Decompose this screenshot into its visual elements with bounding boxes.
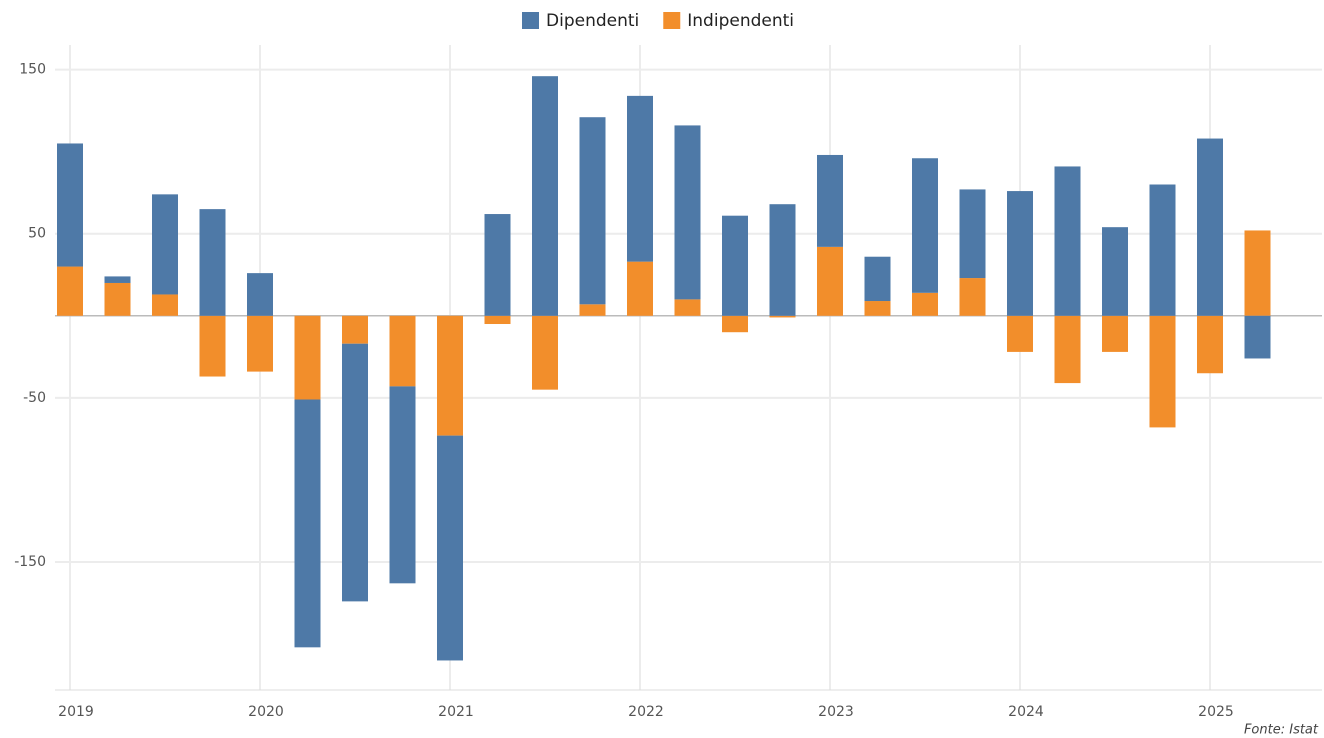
x-tick-label: 2020 bbox=[248, 704, 284, 720]
bar bbox=[389, 386, 416, 584]
bar bbox=[817, 246, 843, 316]
bar bbox=[912, 158, 938, 293]
bar bbox=[342, 315, 368, 344]
bar bbox=[152, 194, 178, 295]
bar bbox=[199, 315, 226, 377]
bar bbox=[627, 261, 653, 316]
bar bbox=[247, 315, 273, 372]
x-tick-label: 2019 bbox=[58, 704, 94, 720]
y-tick-label: 150 bbox=[19, 62, 46, 78]
x-tick-label: 2023 bbox=[818, 704, 854, 720]
bar bbox=[57, 266, 83, 316]
bar bbox=[484, 214, 511, 316]
bar bbox=[389, 315, 416, 387]
bar bbox=[152, 294, 178, 316]
bar bbox=[1102, 315, 1128, 352]
bar bbox=[437, 315, 463, 436]
bar bbox=[342, 343, 368, 602]
bar bbox=[247, 273, 273, 316]
bar bbox=[1007, 315, 1033, 352]
bar bbox=[484, 315, 511, 325]
bar bbox=[1007, 191, 1033, 316]
bar bbox=[959, 189, 986, 279]
bar bbox=[437, 435, 463, 661]
y-tick-label: -150 bbox=[14, 554, 46, 570]
bar bbox=[912, 292, 938, 316]
bar bbox=[674, 125, 701, 300]
bar bbox=[769, 315, 796, 318]
legend-swatch bbox=[663, 12, 681, 29]
bar bbox=[579, 117, 606, 305]
bar bbox=[1102, 227, 1128, 316]
bar bbox=[579, 304, 606, 316]
bar bbox=[1054, 315, 1081, 384]
bar bbox=[1197, 138, 1223, 316]
bar bbox=[1244, 315, 1271, 359]
bar bbox=[1149, 315, 1176, 428]
bar bbox=[532, 76, 558, 316]
bar bbox=[959, 278, 986, 316]
x-tick-label: 2022 bbox=[628, 704, 664, 720]
bar bbox=[1054, 166, 1081, 316]
x-tick-label: 2021 bbox=[438, 704, 474, 720]
bar bbox=[627, 95, 653, 262]
legend-label: Dipendenti bbox=[546, 11, 639, 31]
bar bbox=[57, 143, 83, 267]
bar bbox=[294, 315, 321, 400]
bar bbox=[864, 256, 891, 302]
x-tick-label: 2025 bbox=[1198, 704, 1234, 720]
bar bbox=[199, 209, 226, 316]
bar bbox=[294, 399, 321, 648]
y-tick-label: 50 bbox=[28, 226, 46, 242]
x-tick-label: 2024 bbox=[1008, 704, 1044, 720]
bar bbox=[1149, 184, 1176, 316]
legend-swatch bbox=[522, 12, 539, 29]
bar bbox=[674, 299, 701, 316]
bar bbox=[722, 215, 748, 316]
bar bbox=[817, 154, 843, 247]
bar bbox=[104, 276, 131, 283]
bar bbox=[864, 301, 891, 316]
bar bbox=[769, 204, 796, 316]
bar bbox=[1197, 315, 1223, 374]
legend-label: Indipendenti bbox=[687, 11, 794, 31]
bar bbox=[1244, 230, 1271, 316]
bar bbox=[104, 282, 131, 316]
y-tick-label: -50 bbox=[23, 390, 46, 406]
source: Fonte: Istat bbox=[1244, 723, 1319, 738]
bar bbox=[722, 315, 748, 333]
bar bbox=[532, 315, 558, 390]
